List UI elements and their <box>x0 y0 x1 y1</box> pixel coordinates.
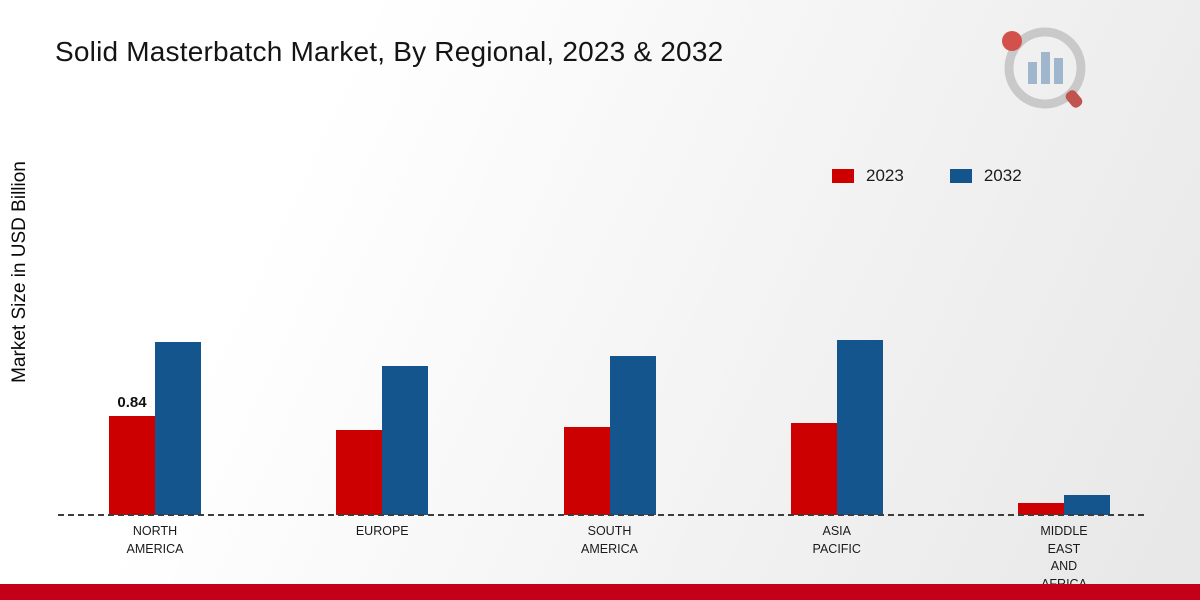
category-label-line: PACIFIC <box>812 541 861 556</box>
category-label-line: AND <box>1050 559 1078 573</box>
bar-2032-middle-east-and-africa <box>1064 494 1110 515</box>
bar-2032-europe <box>382 366 429 515</box>
x-axis-baseline <box>58 514 1144 516</box>
logo-bar-1 <box>1028 62 1037 84</box>
category-label-line: SOUTH <box>587 524 632 538</box>
logo-handle <box>1065 90 1083 108</box>
category-label-line: AMERICA <box>581 541 638 556</box>
category-label-line: ASIA <box>822 524 852 538</box>
bar-2023-middle-east-and-africa <box>1018 503 1064 515</box>
category-label-asia-pacific: ASIA PACIFIC <box>791 523 883 593</box>
category-label-north-america: NORTH AMERICA <box>109 523 201 593</box>
bar-2023-north-america: 0.84 <box>109 394 155 515</box>
category-label-line: NORTH <box>132 524 178 538</box>
bar-2023-europe <box>336 430 383 515</box>
chart-title: Solid Masterbatch Market, By Regional, 2… <box>55 36 724 67</box>
logo-ring <box>1004 27 1086 109</box>
legend-item-2023: 2023 <box>832 166 904 186</box>
plot-area: 0.84 <box>109 0 1110 515</box>
legend-swatch-2023 <box>832 169 854 183</box>
bar-group-europe <box>336 366 429 515</box>
bar-2023-asia-pacific <box>790 422 837 515</box>
logo-bar-2 <box>1041 52 1050 84</box>
y-axis-label: Market Size in USD Billion <box>9 161 30 383</box>
bar-2032-north-america <box>155 341 201 515</box>
logo-bar-3 <box>1054 58 1063 84</box>
bar-2032-asia-pacific <box>836 340 883 515</box>
bar-group-asia-pacific <box>790 340 883 515</box>
legend-swatch-2032 <box>949 169 972 183</box>
legend-label: 2023 <box>866 166 904 185</box>
bar-group-north-america: 0.84 <box>109 341 201 515</box>
bar-group-middle-east-and-africa <box>1018 494 1110 515</box>
brand-logo <box>1002 27 1086 109</box>
category-label-middle-east-and-africa: MIDDLEEASTANDAFRICA <box>1018 523 1110 593</box>
legend-item-2032: 2032 <box>949 166 1022 186</box>
bottom-accent-bar <box>0 584 1200 600</box>
category-labels: NORTH AMERICA EUROPE SOUTH AMERICA ASIA PACIFI… <box>109 523 1110 593</box>
category-label-south-america: SOUTH AMERICA <box>564 523 656 593</box>
bar-group-south-america <box>563 355 656 515</box>
category-label-line: AMERICA <box>126 541 184 556</box>
legend: 2023 2032 <box>832 166 1022 186</box>
bar-value-label: 0.84 <box>117 393 147 411</box>
logo-red-dot <box>1002 31 1022 51</box>
bar-2023-south-america <box>563 426 610 515</box>
category-label-europe: EUROPE <box>336 523 428 593</box>
category-label-line: MIDDLE <box>1040 524 1088 538</box>
bar-2032-south-america <box>609 355 656 515</box>
category-label-line: EAST <box>1047 541 1081 556</box>
legend-label: 2032 <box>983 166 1022 185</box>
category-label-line: EUROPE <box>355 524 409 538</box>
